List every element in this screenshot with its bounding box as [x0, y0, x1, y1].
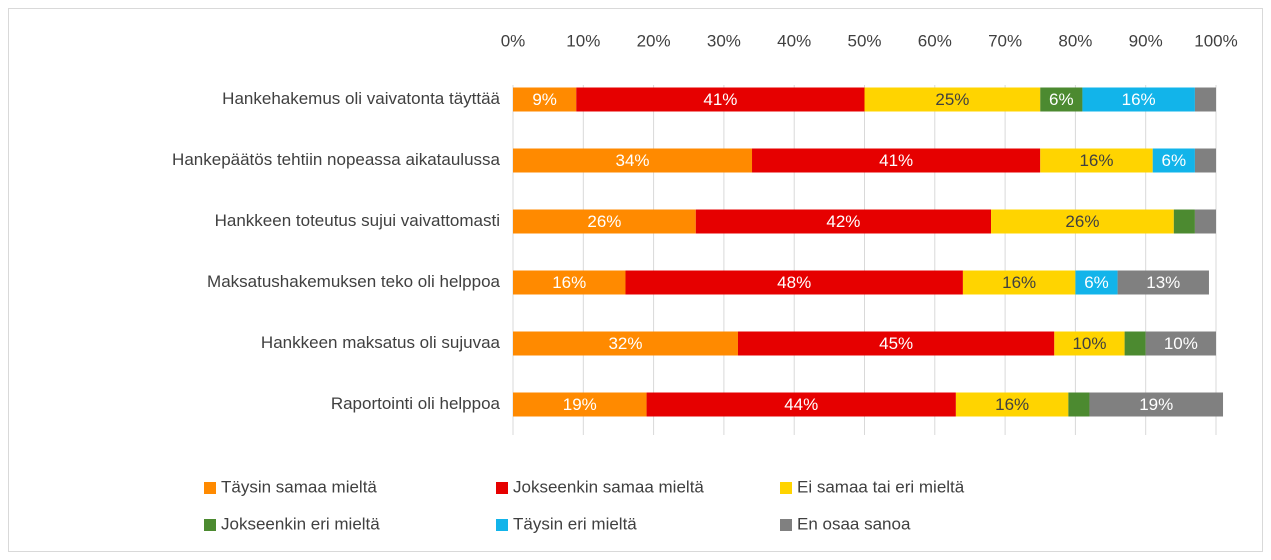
- data-label: 19%: [1139, 395, 1173, 414]
- bar-segment: [1145, 331, 1216, 356]
- bar-segment: [513, 270, 626, 295]
- data-label: 45%: [879, 334, 913, 353]
- data-label: 26%: [1065, 212, 1099, 231]
- bar-segment: [646, 392, 956, 417]
- legend-swatch: [496, 519, 508, 531]
- legend-label: Jokseenkin samaa mieltä: [513, 477, 704, 496]
- legend-label: Ei samaa tai eri mieltä: [797, 477, 965, 496]
- bar-segment: [1117, 270, 1209, 295]
- legend-swatch: [204, 482, 216, 494]
- data-label: 16%: [1002, 273, 1036, 292]
- x-tick-label: 70%: [988, 31, 1022, 50]
- bar-segment: [1054, 331, 1125, 356]
- x-tick-label: 90%: [1129, 31, 1163, 50]
- bar-segment: [625, 270, 963, 295]
- data-label: 6%: [1162, 151, 1187, 170]
- legend-swatch: [780, 519, 792, 531]
- bar-segment: [1124, 331, 1146, 356]
- bar-segment: [695, 209, 992, 234]
- bar-segment: [1089, 392, 1224, 417]
- legend-swatch: [780, 482, 792, 494]
- data-label: 48%: [777, 273, 811, 292]
- data-label: 42%: [826, 212, 860, 231]
- bar-segment: [1194, 209, 1216, 234]
- data-label: 16%: [1122, 90, 1156, 109]
- y-tick-label: Hankkeen maksatus oli sujuvaa: [261, 333, 501, 352]
- bar-segment: [752, 148, 1041, 173]
- x-tick-label: 60%: [918, 31, 952, 50]
- bar-segment: [1194, 148, 1216, 173]
- bar-segment: [1173, 209, 1195, 234]
- bar-segment: [737, 331, 1055, 356]
- x-tick-label: 100%: [1194, 31, 1237, 50]
- data-label: 34%: [615, 151, 649, 170]
- x-tick-label: 10%: [566, 31, 600, 50]
- bar-segment: [1040, 87, 1083, 112]
- data-label: 16%: [995, 395, 1029, 414]
- bar-segment: [576, 87, 865, 112]
- bar-segment: [513, 148, 753, 173]
- bar-segment: [1194, 87, 1216, 112]
- x-tick-label: 0%: [501, 31, 526, 50]
- bar-segment: [1040, 148, 1153, 173]
- bar-segment: [864, 87, 1041, 112]
- data-label: 10%: [1164, 334, 1198, 353]
- y-tick-label: Hankkeen toteutus sujui vaivattomasti: [215, 211, 500, 230]
- data-label: 32%: [608, 334, 642, 353]
- data-label: 16%: [552, 273, 586, 292]
- data-label: 9%: [532, 90, 557, 109]
- bar-segment: [1152, 148, 1195, 173]
- bar-segment: [513, 87, 577, 112]
- legend-swatch: [496, 482, 508, 494]
- bar-segment: [1075, 270, 1118, 295]
- x-tick-label: 80%: [1058, 31, 1092, 50]
- bar-segment: [513, 331, 738, 356]
- data-label: 6%: [1084, 273, 1109, 292]
- bar-segment: [955, 392, 1069, 417]
- x-tick-label: 20%: [637, 31, 671, 50]
- y-tick-label: Raportointi oli helppoa: [331, 394, 501, 413]
- data-label: 6%: [1049, 90, 1074, 109]
- data-label: 16%: [1079, 151, 1113, 170]
- data-label: 41%: [703, 90, 737, 109]
- y-tick-label: Hankehakemus oli vaivatonta täyttää: [222, 89, 500, 108]
- legend-label: Täysin eri mieltä: [513, 514, 637, 533]
- data-label: 10%: [1072, 334, 1106, 353]
- legend-label: Täysin samaa mieltä: [221, 477, 377, 496]
- data-label: 41%: [879, 151, 913, 170]
- bar-segment: [1082, 87, 1195, 112]
- data-label: 13%: [1146, 273, 1180, 292]
- data-label: 44%: [784, 395, 818, 414]
- bar-segment: [513, 392, 647, 417]
- x-tick-label: 30%: [707, 31, 741, 50]
- data-label: 26%: [587, 212, 621, 231]
- legend-label: Jokseenkin eri mieltä: [221, 514, 380, 533]
- x-tick-label: 40%: [777, 31, 811, 50]
- bar-segment: [513, 209, 696, 234]
- legend-swatch: [204, 519, 216, 531]
- bar-segment: [991, 209, 1174, 234]
- data-label: 19%: [563, 395, 597, 414]
- data-label: 25%: [935, 90, 969, 109]
- bar-segment: [1068, 392, 1090, 417]
- y-tick-label: Hankepäätös tehtiin nopeassa aikatauluss…: [172, 150, 500, 169]
- bar-segment: [962, 270, 1076, 295]
- x-tick-label: 50%: [847, 31, 881, 50]
- legend-label: En osaa sanoa: [797, 514, 911, 533]
- y-tick-label: Maksatushakemuksen teko oli helppoa: [207, 272, 500, 291]
